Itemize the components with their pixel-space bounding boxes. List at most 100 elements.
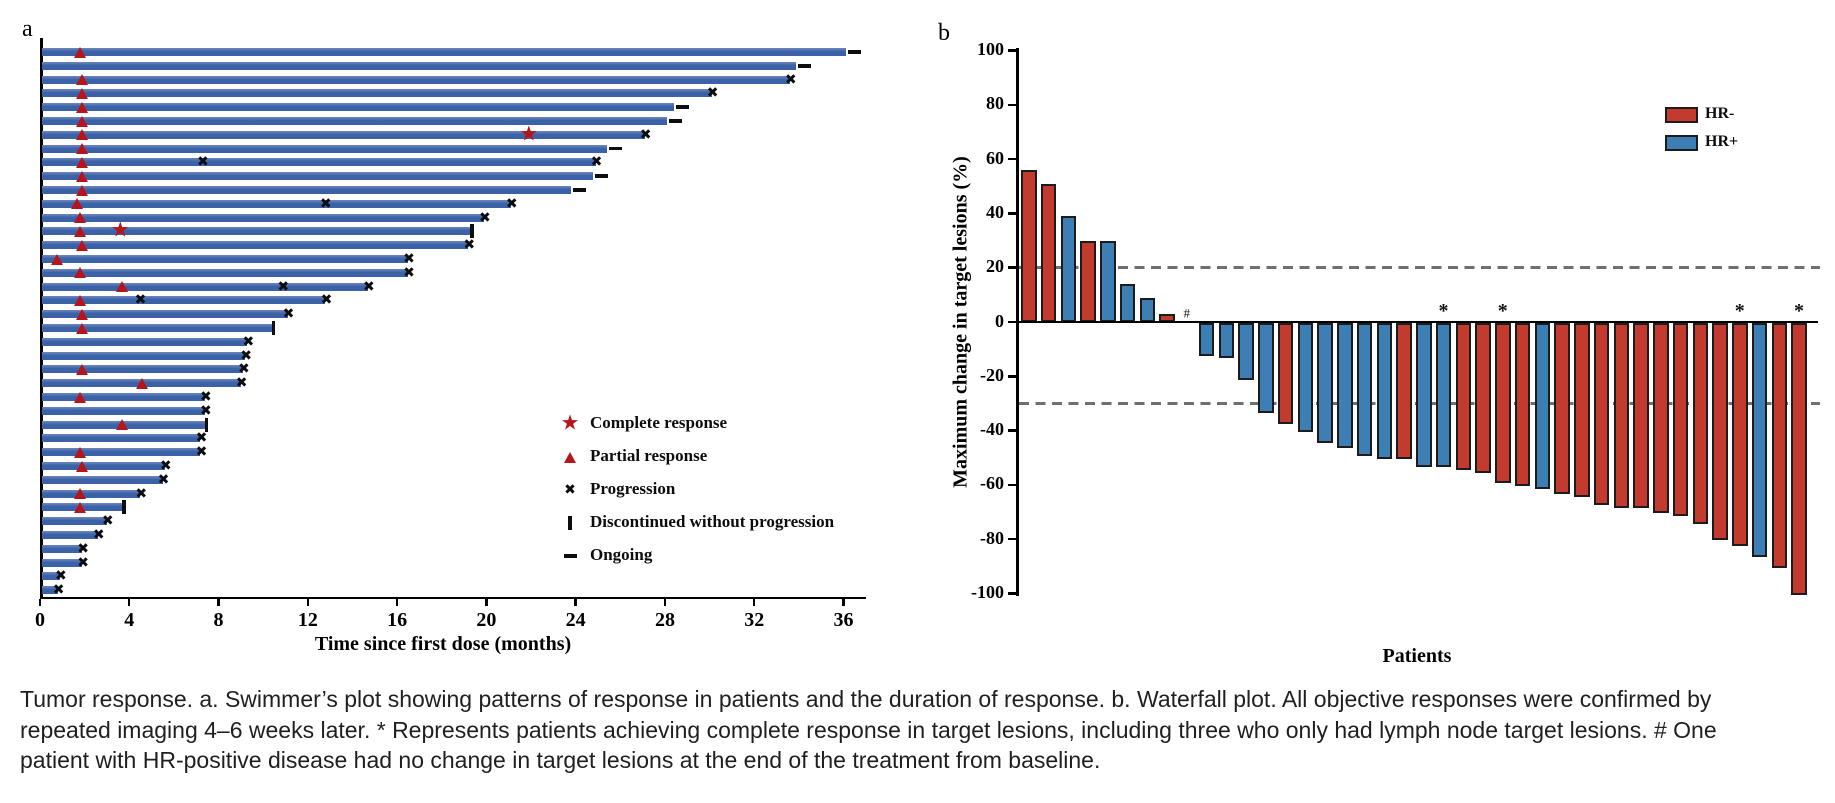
legend-b-swatch [1665, 107, 1698, 123]
waterfall-bar [1198, 323, 1215, 356]
progression-x-icon: ✖ [282, 306, 295, 323]
progression-x-icon: ✖ [362, 278, 375, 295]
progression-x-icon: ✖ [92, 527, 105, 543]
waterfall-y-tick-label: -40 [980, 419, 1004, 440]
pr-triangle-icon [75, 460, 88, 472]
swimmer-x-tick-label: 20 [476, 608, 497, 631]
swimmer-x-tick [842, 599, 845, 606]
waterfall-y-tick-label: -100 [971, 582, 1004, 602]
pr-triangle-icon [51, 253, 64, 265]
cr-asterisk: * [1438, 300, 1449, 322]
swimmer-bar [42, 489, 141, 498]
swimmer-bar [42, 255, 409, 263]
pr-triangle-icon [75, 115, 88, 127]
waterfall-y-tick-label: -80 [980, 527, 1004, 548]
swimmer-bar [42, 517, 107, 526]
progression-x-icon: ✖ [242, 333, 255, 350]
ongoing-dash-icon [847, 50, 861, 54]
progression-x-icon: ✖ [479, 209, 491, 226]
waterfall-bar [1593, 323, 1610, 506]
pr-triangle-icon [73, 446, 86, 458]
swimmer-bar [42, 296, 326, 305]
waterfall-y-tick [1007, 483, 1016, 487]
progression-x-icon: ✖ [77, 554, 90, 571]
pr-triangle-icon [71, 198, 84, 210]
panel-a-x-axis-title: Time since first dose (months) [314, 633, 572, 655]
ongoing-dash-icon [668, 119, 682, 123]
swimmer-bar [42, 310, 288, 319]
progression-x-icon: ✖ [157, 471, 170, 488]
pr-triangle-icon [75, 239, 88, 251]
legend-a-label: Complete response [590, 413, 728, 432]
swimmer-x-tick-label: 16 [387, 608, 408, 631]
discontinued-bar-icon [204, 417, 209, 432]
pr-triangle-icon [563, 451, 576, 463]
swimmer-x-tick-label: 0 [35, 608, 45, 631]
waterfall-bar [1416, 323, 1432, 468]
discontinued-bar-icon [568, 516, 572, 530]
waterfall-bar [1100, 240, 1116, 322]
ongoing-dash-icon [595, 174, 609, 178]
waterfall-bar [1040, 183, 1057, 322]
waterfall-y-tick-label: 20 [986, 256, 1004, 277]
swimmer-bar [42, 365, 243, 374]
figure-caption: Tumor response. a. Swimmer’s plot showin… [20, 686, 1717, 774]
waterfall-y-tick [1007, 212, 1016, 215]
discontinued-bar-icon [122, 500, 126, 515]
waterfall-bar [1495, 323, 1511, 484]
swimmer-x-tick [485, 599, 488, 606]
waterfall-bar [1574, 323, 1590, 497]
waterfall-y-tick-label: 0 [995, 310, 1004, 331]
swimmer-bar [42, 351, 246, 360]
swimmer-x-tick [306, 599, 310, 606]
ongoing-dash-icon [798, 64, 812, 68]
panel-b-label: b [938, 20, 950, 46]
progression-x-icon: ✖ [784, 71, 797, 88]
swimmer-bar [42, 393, 205, 401]
swimmer-x-tick-label: 28 [654, 608, 675, 631]
swimmer-x-tick-label: 36 [833, 608, 854, 631]
pr-triangle-icon [73, 267, 86, 279]
legend-a-label: Ongoing [590, 545, 653, 564]
waterfall-y-tick-label: 40 [986, 201, 1004, 222]
swimmer-bar [42, 75, 790, 84]
progression-x-icon: ✖ [134, 292, 147, 309]
pr-triangle-icon [75, 129, 88, 141]
waterfall-bar [1534, 323, 1550, 489]
waterfall-bar [1297, 323, 1313, 432]
swimmer-x-tick [663, 599, 667, 606]
waterfall-bar [1712, 323, 1728, 541]
swimmer-bar [42, 448, 201, 457]
swimmer-x-tick [574, 599, 577, 606]
pr-triangle-icon [73, 488, 86, 500]
progression-x-icon: ✖ [240, 347, 252, 364]
progression-x-icon: ✖ [195, 430, 208, 447]
waterfall-y-tick-label: 100 [977, 39, 1004, 59]
discontinued-bar-icon [470, 224, 474, 239]
swimmer-bar [42, 558, 83, 567]
progression-x-icon: ✖ [200, 402, 212, 419]
progression-x-icon: ✖ [639, 126, 652, 143]
legend-b-swatch [1665, 135, 1698, 151]
swimmer-bar [42, 89, 712, 98]
cr-asterisk: * [1497, 300, 1508, 322]
progression-x-icon: ✖ [403, 264, 415, 281]
waterfall-y-tick [1007, 537, 1016, 541]
swimmer-bar [42, 61, 797, 70]
swimmer-bar [42, 434, 201, 443]
waterfall-bar [1356, 323, 1373, 457]
progression-x-icon: ✖ [159, 458, 172, 474]
waterfall-bar [1337, 323, 1353, 449]
swimmer-bar [42, 586, 58, 595]
waterfall-bar [1021, 169, 1037, 322]
pr-triangle-icon [75, 363, 88, 375]
waterfall-bar [1633, 323, 1649, 508]
waterfall-y-tick [1007, 103, 1016, 107]
waterfall-y-tick [1007, 157, 1016, 161]
waterfall-bar [1791, 323, 1807, 595]
waterfall-bar [1238, 323, 1254, 381]
swimmer-x-axis [40, 596, 866, 599]
progression-x-icon: ✖ [235, 375, 248, 392]
progression-x-icon: ✖ [590, 154, 603, 171]
